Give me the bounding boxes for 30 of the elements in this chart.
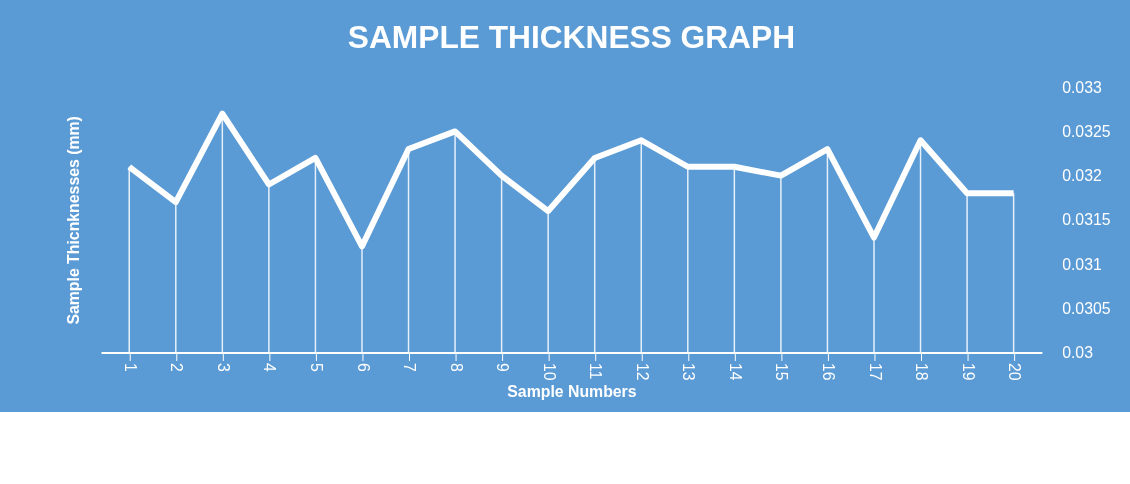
x-tick-label: 4 (261, 362, 279, 372)
y-tick-label: 0.0305 (1062, 299, 1111, 317)
x-tick-label: 20 (1006, 362, 1024, 381)
x-tick-label: 7 (401, 362, 419, 372)
x-tick-label: 1 (121, 362, 139, 372)
y-tick-label: 0.0315 (1062, 211, 1111, 229)
x-tick-label: 13 (680, 362, 698, 381)
x-tick-label: 18 (913, 362, 931, 381)
x-tick-label: 8 (447, 362, 465, 372)
x-tick-label: 16 (819, 362, 837, 381)
x-axis-title: Sample Numbers (507, 383, 637, 401)
y-axis-title: Sample Thicnknesses (mm) (64, 116, 82, 325)
y-tick-label: 0.032 (1062, 167, 1102, 185)
y-tick-label: 0.031 (1062, 255, 1102, 273)
x-tick-label: 11 (587, 362, 605, 380)
x-tick-label: 19 (959, 362, 977, 381)
x-tick-label: 10 (540, 362, 558, 381)
x-tick-label: 5 (307, 362, 325, 372)
x-tick-label: 17 (866, 362, 884, 381)
y-tick-label: 0.03 (1062, 344, 1094, 362)
x-tick-label: 6 (354, 362, 372, 372)
chart-title: SAMPLE THICKNESS GRAPH (347, 18, 796, 55)
y-tick-label: 0.0325 (1062, 122, 1111, 140)
x-tick-label: 15 (773, 362, 791, 381)
x-tick-label: 14 (726, 362, 744, 381)
x-tick-label: 9 (494, 362, 512, 372)
y-tick-label: 0.033 (1062, 78, 1102, 96)
x-tick-label: 12 (633, 362, 651, 381)
x-tick-label: 2 (168, 362, 186, 372)
x-tick-label: 3 (214, 362, 232, 372)
